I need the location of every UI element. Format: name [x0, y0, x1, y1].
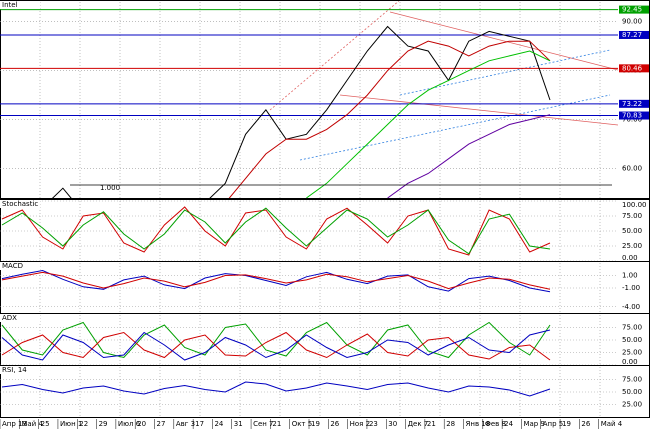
y-tick-label: 75.00: [622, 212, 642, 220]
x-tick-label: Сен 7: [253, 420, 273, 428]
x-tick-label: 26: [581, 420, 590, 428]
x-tick-label: 26: [330, 420, 339, 428]
series-line: [52, 25, 551, 198]
series-line: [1, 269, 551, 293]
panel-title: MACD: [2, 262, 23, 270]
x-tick-label: 23: [369, 420, 378, 428]
trend-line: [269, 0, 401, 111]
y-tick-label: 75.00: [622, 376, 642, 384]
x-tick-label: Мар 9: [523, 420, 544, 428]
series-line: [387, 114, 551, 198]
trend-line: [389, 11, 619, 71]
y-tick-label: 60.00: [622, 165, 642, 173]
level-label-box: [619, 111, 649, 120]
title-box: [0, 200, 40, 208]
series-line: [1, 271, 551, 290]
panel-frame: [0, 313, 650, 366]
level-label: 92.45: [622, 6, 642, 14]
series-group: [1, 269, 551, 293]
y-tick-label: 100.00: [622, 201, 647, 209]
level-label-box: [619, 99, 649, 108]
series-line: [1, 381, 551, 397]
series-group: [1, 206, 551, 256]
panel-title: Stochastic: [2, 200, 38, 208]
x-tick-label: Янв 18: [466, 420, 491, 428]
y-tick-label: 90.00: [622, 18, 642, 26]
y-tick-label: 25.00: [622, 242, 642, 250]
x-tick-label: 19: [562, 420, 571, 428]
y-tick-label: 1.00: [622, 272, 638, 280]
level-label: 80.46: [622, 64, 643, 72]
trend-line: [339, 94, 619, 126]
y-tick-label: 50.00: [622, 227, 642, 235]
title-box: [0, 314, 40, 322]
x-tick-label: 27: [157, 420, 166, 428]
series-line: [228, 40, 551, 198]
trend-line: [299, 94, 611, 161]
y-tick-label: 50.00: [622, 388, 642, 396]
x-tick-label: 21: [272, 420, 281, 428]
series-group: [52, 25, 551, 198]
level-label: 87.27: [622, 31, 642, 39]
y-tick-label: -4.00: [622, 303, 640, 311]
series-line: [1, 206, 551, 256]
x-tick-label: 20: [137, 420, 146, 428]
x-tick-label: Фев 8: [485, 420, 506, 428]
panel-title: RSI, 14: [2, 366, 27, 374]
title-box: [0, 1, 40, 9]
level-label-box: [619, 30, 649, 39]
title-box: [0, 262, 40, 270]
x-tick-label: 22: [79, 420, 88, 428]
series-line: [306, 50, 551, 198]
level-label: 73.22: [622, 100, 642, 108]
x-tick-label: 31: [234, 420, 243, 428]
y-tick-label: -1.00: [622, 284, 640, 292]
x-tick-label: Дек 7: [408, 420, 429, 428]
panel-frame: [0, 199, 650, 262]
x-tick-label: Апр 13: [2, 420, 27, 428]
y-tick-label: 70.00: [622, 116, 642, 124]
series-group: [1, 321, 551, 361]
y-tick-label: 25.00: [622, 349, 642, 357]
x-tick-label: Июл 6: [118, 420, 141, 428]
x-tick-label: 19: [311, 420, 320, 428]
series-line: [1, 207, 551, 255]
x-tick-label: 28: [446, 420, 455, 428]
x-tick-label: Май 4: [21, 420, 43, 428]
series-group: [1, 381, 551, 397]
x-tick-label: 25: [41, 420, 50, 428]
x-tick-label: Окт 5: [292, 420, 313, 428]
x-tick-label: Апр 5: [543, 420, 564, 428]
x-tick-label: Ноя 2: [350, 420, 370, 428]
panel-frame: [0, 261, 650, 314]
y-tick-label: 0.00: [622, 254, 638, 262]
y-tick-label: 75.00: [622, 324, 642, 332]
level-label-box: [619, 64, 649, 73]
panel-title: ADX: [2, 314, 17, 322]
series-line: [1, 329, 551, 361]
annotation: 1.000: [100, 184, 120, 192]
x-tick-label: 24: [214, 420, 223, 428]
y-tick-label: 0.00: [622, 358, 638, 366]
y-tick-label: 50.00: [622, 336, 642, 344]
x-tick-label: 21: [427, 420, 436, 428]
x-tick-label: Июн 1: [60, 420, 82, 428]
title-box: [0, 366, 40, 374]
y-tick-label: 25.00: [622, 401, 642, 409]
x-tick-label: 24: [504, 420, 513, 428]
x-tick-label: 30: [388, 420, 397, 428]
x-tick-label: Май 4: [601, 420, 623, 428]
x-tick-label: Авг 3: [176, 420, 195, 428]
panel-title: Intel: [2, 1, 18, 9]
x-tick-label: 29: [99, 420, 108, 428]
level-label: 70.83: [622, 112, 642, 120]
level-label-box: [619, 5, 649, 14]
panel-frame: [0, 365, 650, 418]
series-line: [1, 331, 551, 361]
x-tick-label: 17: [195, 420, 204, 428]
